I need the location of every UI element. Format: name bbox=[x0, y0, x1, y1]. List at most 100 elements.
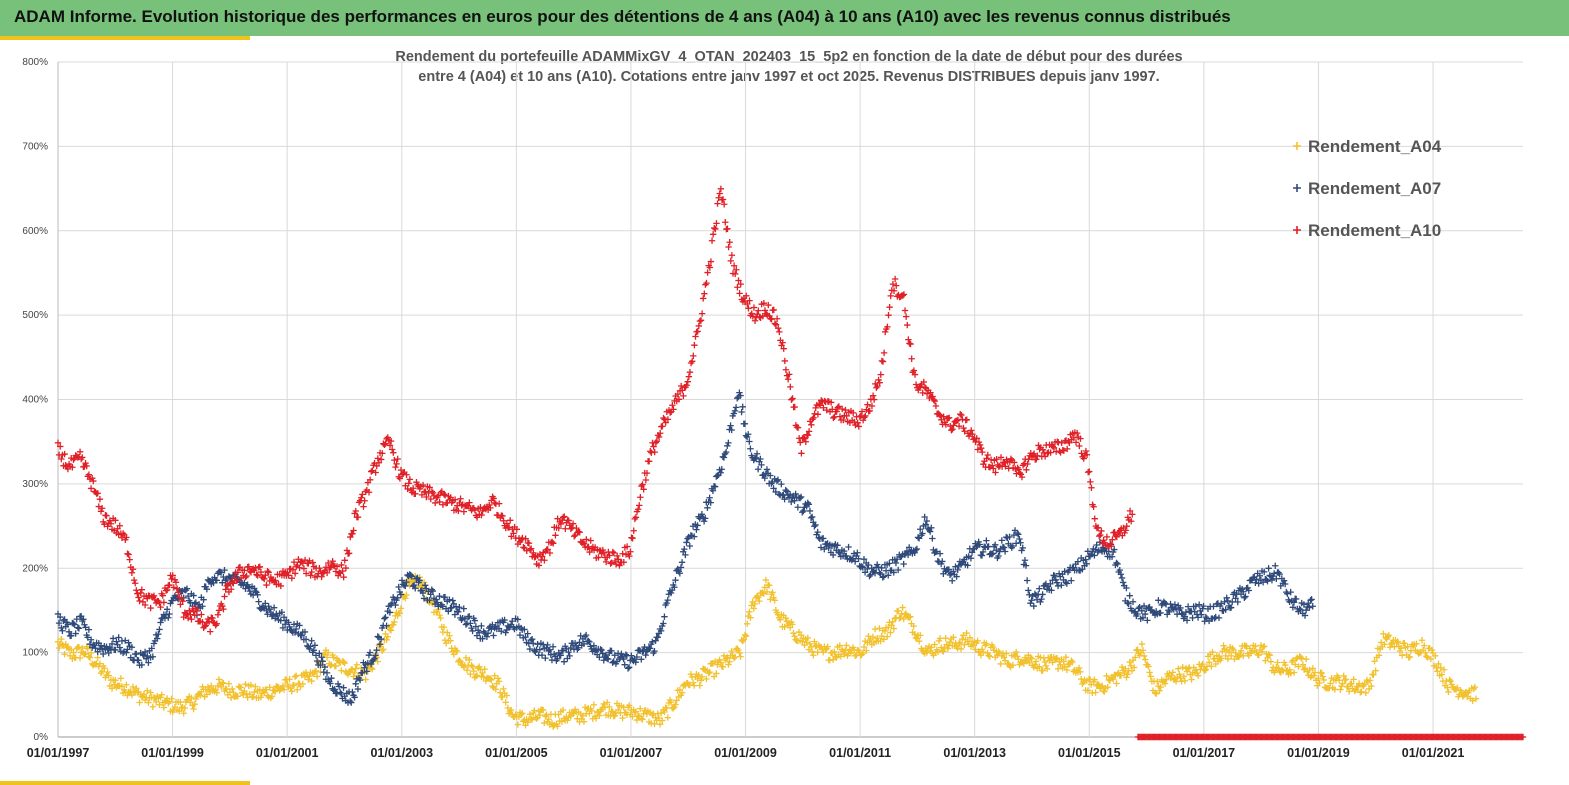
data-point bbox=[1346, 688, 1353, 695]
data-point bbox=[963, 416, 971, 423]
data-point bbox=[582, 631, 590, 639]
data-point bbox=[777, 616, 784, 623]
data-point bbox=[223, 686, 230, 693]
data-point bbox=[1242, 642, 1249, 650]
data-point bbox=[1385, 632, 1393, 639]
data-point bbox=[1433, 664, 1440, 671]
data-point bbox=[645, 458, 653, 465]
data-point bbox=[814, 648, 821, 656]
data-point bbox=[964, 562, 971, 569]
data-point bbox=[1038, 595, 1045, 603]
data-point bbox=[1129, 598, 1137, 605]
data-point bbox=[752, 454, 760, 461]
data-point bbox=[321, 663, 329, 671]
data-point bbox=[1420, 642, 1428, 649]
data-point bbox=[470, 667, 477, 675]
data-point bbox=[317, 661, 324, 669]
data-point bbox=[374, 455, 382, 462]
grid bbox=[57, 61, 1523, 738]
data-point bbox=[1063, 580, 1071, 587]
data-point bbox=[725, 439, 732, 447]
data-point bbox=[772, 488, 779, 496]
data-point bbox=[683, 539, 690, 546]
data-point bbox=[467, 670, 474, 678]
data-point bbox=[693, 526, 700, 533]
data-point bbox=[268, 693, 276, 700]
data-point bbox=[1380, 630, 1387, 638]
data-point bbox=[76, 654, 84, 662]
data-point bbox=[299, 680, 306, 688]
data-point bbox=[402, 582, 409, 590]
data-point bbox=[1275, 665, 1282, 672]
data-point bbox=[328, 661, 335, 668]
data-point bbox=[1009, 542, 1017, 550]
data-point bbox=[685, 373, 693, 380]
data-point bbox=[169, 597, 176, 604]
data-point bbox=[1121, 669, 1128, 677]
data-point bbox=[85, 471, 93, 478]
data-point bbox=[728, 426, 735, 434]
data-point bbox=[673, 697, 680, 704]
data-point bbox=[69, 464, 76, 471]
data-point bbox=[109, 635, 117, 642]
data-point bbox=[1083, 560, 1090, 568]
data-point bbox=[75, 643, 83, 651]
data-point bbox=[1224, 597, 1232, 605]
data-point bbox=[346, 697, 354, 705]
data-point bbox=[988, 550, 996, 558]
data-point bbox=[331, 686, 338, 693]
data-point bbox=[865, 561, 872, 569]
data-point bbox=[691, 341, 698, 349]
data-point bbox=[596, 712, 603, 719]
data-point bbox=[1091, 676, 1098, 683]
data-point bbox=[95, 503, 103, 510]
data-point bbox=[351, 669, 358, 677]
y-tick-label: 0% bbox=[34, 732, 49, 743]
data-point bbox=[1118, 663, 1126, 671]
data-point bbox=[923, 649, 931, 656]
data-point bbox=[222, 586, 229, 593]
data-point bbox=[57, 443, 64, 450]
data-point bbox=[910, 622, 917, 630]
data-point bbox=[308, 568, 315, 576]
data-point bbox=[1215, 614, 1223, 622]
data-point bbox=[1092, 689, 1099, 696]
data-point bbox=[302, 570, 310, 577]
data-point bbox=[1252, 579, 1259, 586]
data-point bbox=[1122, 665, 1129, 672]
data-point bbox=[219, 602, 226, 610]
data-point bbox=[233, 577, 240, 584]
data-point bbox=[1053, 654, 1061, 662]
data-point bbox=[1110, 676, 1117, 683]
data-point bbox=[1023, 466, 1030, 474]
data-point bbox=[421, 582, 429, 589]
data-point bbox=[272, 688, 279, 695]
data-point bbox=[1015, 656, 1022, 663]
data-point bbox=[503, 692, 510, 699]
data-point bbox=[136, 699, 143, 706]
data-point bbox=[1319, 673, 1326, 680]
data-point bbox=[1223, 594, 1230, 602]
data-point bbox=[678, 559, 686, 566]
data-point bbox=[689, 679, 697, 686]
data-point bbox=[144, 652, 151, 660]
data-point bbox=[61, 650, 68, 658]
data-point bbox=[836, 642, 843, 649]
data-point bbox=[781, 623, 788, 631]
data-point bbox=[730, 655, 738, 662]
data-point bbox=[810, 652, 817, 659]
data-point bbox=[1116, 566, 1123, 574]
data-point bbox=[724, 442, 731, 449]
data-point bbox=[57, 613, 64, 621]
data-point bbox=[690, 352, 697, 360]
data-point bbox=[203, 585, 211, 593]
data-point bbox=[1307, 674, 1314, 681]
data-point bbox=[469, 663, 476, 670]
data-point bbox=[436, 611, 443, 619]
data-point bbox=[864, 565, 871, 573]
legend-marker bbox=[1293, 226, 1301, 234]
data-point bbox=[1051, 572, 1058, 580]
data-point bbox=[134, 689, 141, 696]
data-point bbox=[696, 317, 704, 325]
data-point bbox=[1138, 607, 1146, 615]
